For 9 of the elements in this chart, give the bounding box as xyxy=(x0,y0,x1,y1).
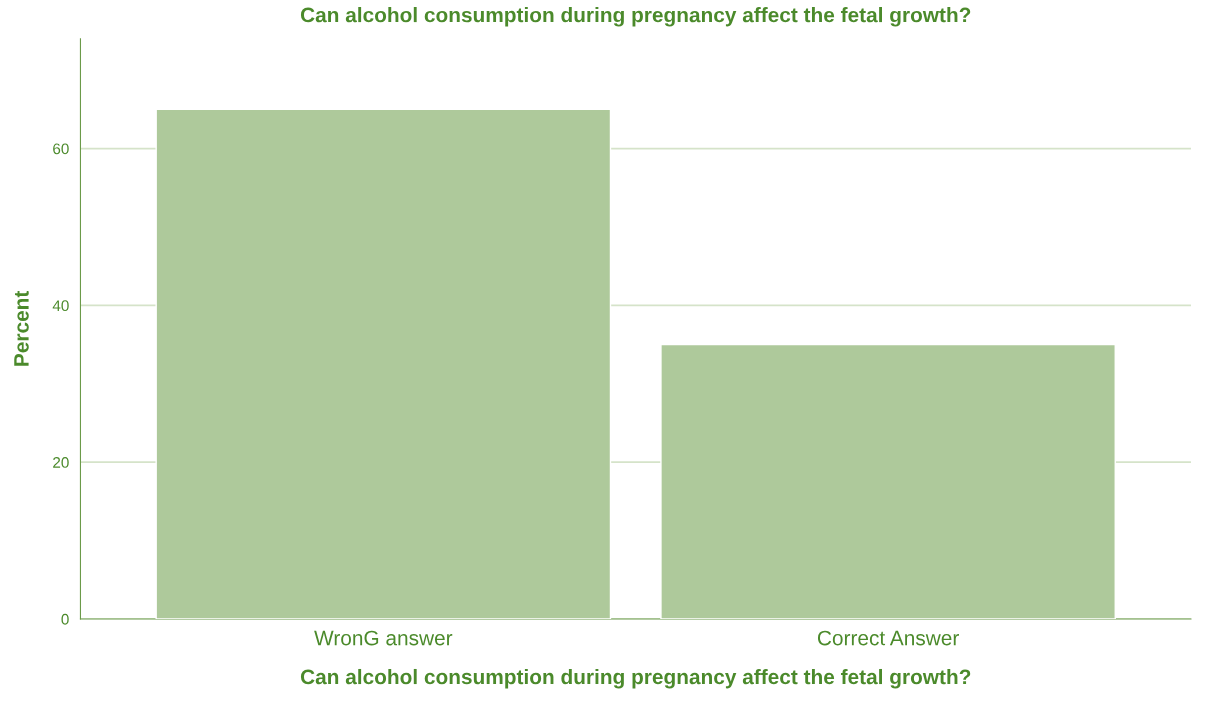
y-tick-label: 60 xyxy=(53,143,69,155)
y-tick-label: 40 xyxy=(52,300,69,312)
x-tick-label: Correct Answer xyxy=(817,630,959,646)
x-axis-title: Can alcohol consumption during pregnancy affect the fetal growth? xyxy=(300,668,971,689)
y-axis-title: Percent xyxy=(14,290,29,366)
y-tick-label: 0 xyxy=(61,613,69,625)
x-tick-label: WronG answer xyxy=(314,630,453,646)
chart-title: Can alcohol consumption during pregnancy affect the fetal growth? xyxy=(300,7,971,27)
y-tick-label: 20 xyxy=(53,457,69,468)
